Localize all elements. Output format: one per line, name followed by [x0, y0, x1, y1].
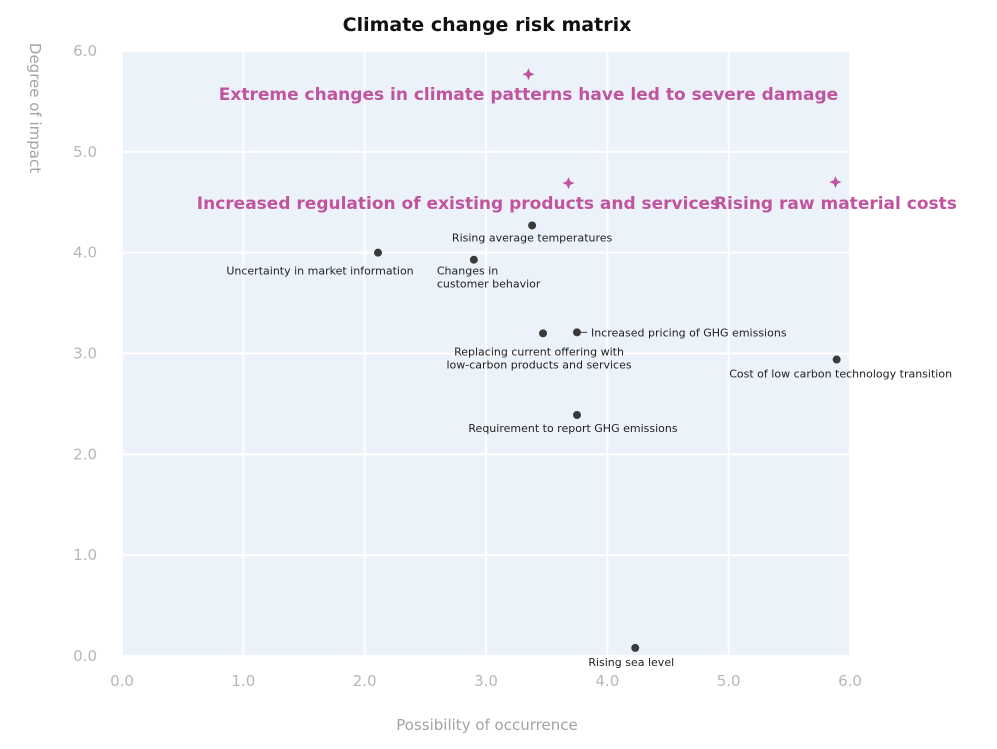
- data-point: [573, 411, 581, 420]
- highlight-label: Extreme changes in climate patterns have…: [219, 85, 838, 105]
- highlight-label: Increased regulation of existing product…: [197, 194, 720, 214]
- x-tick-label: 6.0: [838, 672, 862, 690]
- y-tick-label: 4.0: [73, 244, 97, 262]
- x-tick-label: 5.0: [717, 672, 741, 690]
- data-point-label: Replacing current offering with: [454, 345, 624, 358]
- x-tick-label: 1.0: [231, 672, 255, 690]
- highlight-star-marker: [522, 68, 535, 81]
- y-tick-label: 2.0: [73, 445, 97, 463]
- highlighted-risks: Extreme changes in climate patterns have…: [197, 68, 957, 214]
- y-tick-label: 5.0: [73, 143, 97, 161]
- x-tick-label: 3.0: [474, 672, 498, 690]
- data-point: [469, 255, 478, 264]
- y-axis-title: Degree of impact: [26, 43, 44, 173]
- data-point-label: Changes in: [437, 265, 498, 278]
- x-axis-title: Possibility of occurrence: [396, 716, 577, 734]
- data-point-label: Cost of low carbon technology transition: [729, 368, 952, 381]
- data-point-label: Rising sea level: [588, 656, 674, 669]
- grid-lines: [121, 50, 851, 657]
- x-tick-label: 0.0: [110, 672, 134, 690]
- y-tick-label: 1.0: [73, 546, 97, 564]
- highlight-star-marker: [829, 176, 842, 189]
- data-point: [374, 248, 383, 257]
- data-point: [539, 329, 548, 338]
- data-point: [631, 643, 640, 652]
- axis-ticks: 0.0 1.0 2.0 3.0 4.0 5.0 6.0 0.0 1.0 2.0 3.0 4.0 5.0 6…: [73, 42, 862, 690]
- highlight-label: Rising raw material costs: [714, 194, 957, 214]
- data-point-label: Requirement to report GHG emissions: [468, 422, 677, 435]
- data-point-label: Increased pricing of GHG emissions: [591, 326, 787, 339]
- y-tick-label: 3.0: [73, 345, 97, 363]
- data-point-label: Rising average temperatures: [452, 231, 613, 244]
- data-point-label: low-carbon products and services: [446, 358, 631, 371]
- x-tick-label: 4.0: [595, 672, 619, 690]
- data-points: Rising average temperatures Uncertainty i…: [226, 221, 952, 669]
- data-point: [528, 221, 537, 230]
- y-tick-label: 0.0: [73, 647, 97, 665]
- data-point: [832, 355, 841, 364]
- x-tick-label: 2.0: [353, 672, 377, 690]
- data-point: [573, 328, 581, 337]
- data-point-label: Uncertainty in market information: [226, 265, 413, 278]
- data-point-label: customer behavior: [437, 278, 541, 291]
- highlight-star-marker: [562, 177, 575, 190]
- y-tick-label: 6.0: [73, 42, 97, 60]
- chart-title: Climate change risk matrix: [343, 14, 632, 36]
